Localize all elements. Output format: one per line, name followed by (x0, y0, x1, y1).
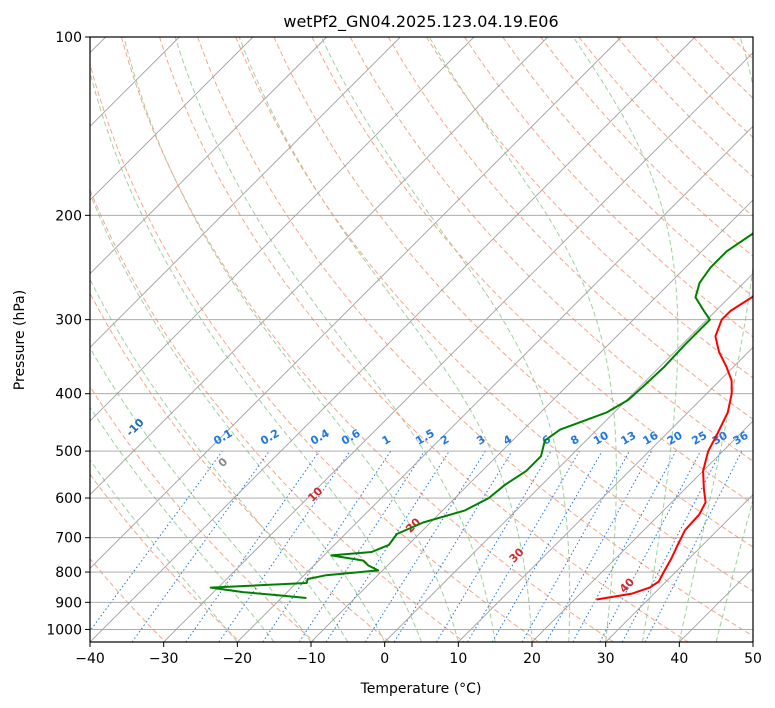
y-tick-label: 800 (55, 565, 82, 581)
y-tick-label: 400 (55, 387, 82, 403)
y-tick-label: 200 (55, 208, 82, 224)
x-axis-label: Temperature (°C) (360, 681, 482, 697)
y-tick-label: 300 (55, 313, 82, 329)
y-tick-label: 1000 (46, 622, 82, 638)
y-tick-label: 600 (55, 491, 82, 507)
y-axis-label: Pressure (hPa) (12, 290, 28, 390)
x-tick-label: 0 (380, 651, 389, 667)
x-tick-label: 10 (449, 651, 467, 667)
x-tick-label: 50 (744, 651, 762, 667)
x-tick-label: 40 (670, 651, 688, 667)
x-tick-label: 30 (597, 651, 615, 667)
x-tick-label: −10 (296, 651, 326, 667)
y-tick-label: 900 (55, 595, 82, 611)
chart-title: wetPf2_GN04.2025.123.04.19.E06 (283, 12, 558, 32)
y-tick-label: 100 (55, 30, 82, 46)
x-tick-label: −20 (223, 651, 253, 667)
y-tick-label: 700 (55, 531, 82, 547)
x-tick-label: −40 (75, 651, 105, 667)
y-tick-label: 500 (55, 444, 82, 460)
x-tick-label: −30 (149, 651, 179, 667)
x-tick-label: 20 (523, 651, 541, 667)
